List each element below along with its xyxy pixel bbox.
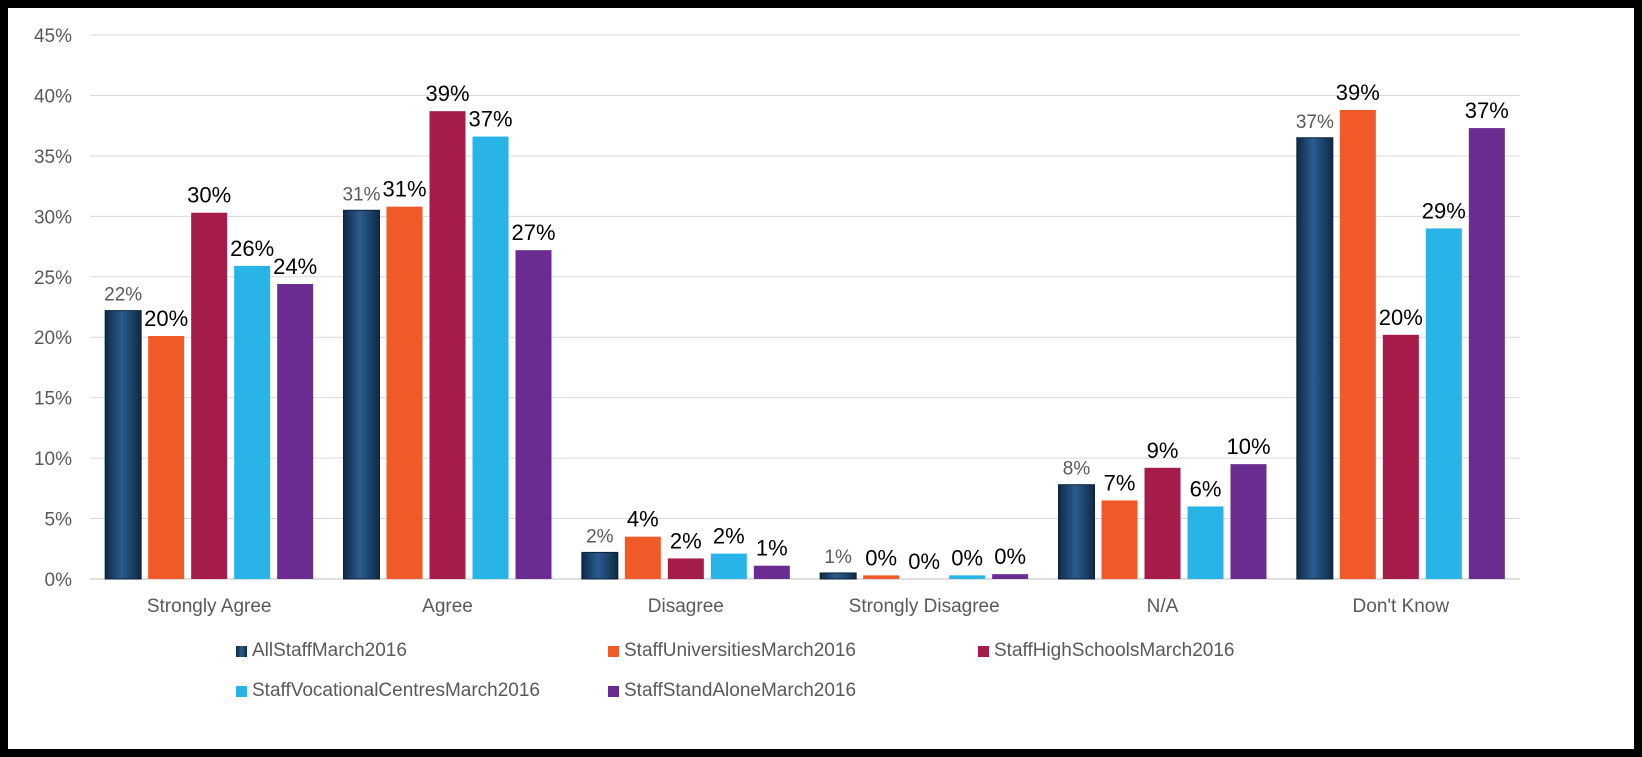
data-label: 9%	[1147, 438, 1179, 463]
bar-chart: 0%5%10%15%20%25%30%35%40%45% 22%20%30%26…	[34, 26, 1520, 617]
y-tick-label: 20%	[34, 328, 72, 349]
bar	[1187, 506, 1224, 579]
data-label: 2%	[670, 528, 702, 553]
legend-label: StaffUniversitiesMarch2016	[624, 640, 856, 661]
legend-swatch	[608, 685, 619, 697]
y-tick-label: 45%	[34, 26, 72, 47]
y-tick-label: 15%	[34, 389, 72, 410]
x-category-label: Don't Know	[1353, 596, 1450, 617]
data-label: 2%	[586, 526, 614, 547]
data-label: 6%	[1190, 476, 1222, 501]
y-tick-label: 30%	[34, 207, 72, 228]
y-tick-label: 0%	[45, 570, 73, 591]
data-label: 24%	[273, 254, 317, 279]
legend-label: StaffStandAloneMarch2016	[624, 680, 857, 701]
data-label: 26%	[230, 236, 274, 261]
data-label: 22%	[104, 285, 142, 306]
data-label: 0%	[908, 549, 940, 574]
legend-label: StaffHighSchoolsMarch2016	[994, 640, 1235, 661]
bar	[1101, 500, 1138, 579]
data-label: 0%	[865, 545, 897, 570]
bar	[515, 250, 552, 579]
bar	[1144, 467, 1181, 579]
data-label: 39%	[1336, 80, 1380, 105]
bar	[1058, 484, 1095, 580]
data-label: 2%	[713, 524, 745, 549]
data-label: 39%	[425, 81, 469, 106]
bar	[1382, 334, 1419, 579]
legend-swatch	[608, 645, 619, 657]
legend-label: AllStaffMarch2016	[252, 640, 407, 661]
bar	[667, 558, 704, 579]
bar	[1296, 137, 1334, 580]
data-label: 30%	[187, 183, 231, 208]
data-label: 37%	[468, 107, 512, 132]
legend-item: StaffUniversitiesMarch2016	[608, 640, 856, 662]
x-category-label: Strongly Disagree	[849, 596, 1000, 617]
data-label: 0%	[994, 544, 1026, 569]
data-label: 1%	[824, 547, 852, 568]
chart-frame: 0% 5% 10% 15% 20% 25% 30% 35% 40% 45% 22% 20% 30% 26…	[8, 8, 1634, 749]
bar	[992, 574, 1029, 579]
x-axis-category-labels: Strongly Agree Agree Disagree Strongly Disa…	[147, 596, 1450, 617]
data-label: 0%	[951, 545, 983, 570]
data-label: 10%	[1226, 434, 1270, 459]
bar	[1339, 109, 1376, 579]
x-category-label: Agree	[422, 596, 473, 617]
data-label: 29%	[1422, 198, 1466, 223]
x-category-label: Disagree	[648, 596, 724, 617]
bar	[277, 284, 314, 579]
data-label: 8%	[1063, 459, 1091, 480]
y-tick-label: 5%	[45, 510, 73, 531]
data-label: 37%	[1465, 98, 1509, 123]
data-label: 20%	[144, 306, 188, 331]
data-label: 31%	[342, 184, 380, 205]
bar	[429, 111, 466, 579]
y-tick-label: 35%	[34, 147, 72, 168]
data-label: 37%	[1296, 112, 1334, 133]
bar	[1230, 464, 1267, 579]
bar	[624, 536, 661, 579]
x-category-label: N/A	[1147, 596, 1179, 617]
legend-item: AllStaffMarch2016	[236, 640, 407, 662]
data-label: 20%	[1379, 305, 1423, 330]
legend-item: StaffVocationalCentresMarch2016	[236, 680, 540, 702]
legend-swatch	[236, 645, 247, 657]
bar	[1425, 228, 1462, 579]
bar	[104, 310, 142, 580]
bars	[104, 109, 1505, 580]
bar	[343, 209, 380, 580]
bar	[234, 265, 271, 579]
bar	[191, 212, 228, 579]
bar	[386, 206, 423, 579]
bar	[1468, 128, 1505, 579]
bar	[710, 553, 747, 579]
bar	[819, 572, 857, 580]
legend-item: StaffStandAloneMarch2016	[608, 680, 856, 702]
legend-swatch	[236, 685, 247, 697]
y-tick-label: 40%	[34, 86, 72, 107]
bar	[863, 575, 900, 579]
data-label: 1%	[756, 536, 788, 561]
legend-swatch	[978, 645, 989, 657]
data-label: 27%	[511, 220, 555, 245]
x-category-label: Strongly Agree	[147, 596, 272, 617]
y-tick-label: 10%	[34, 449, 72, 470]
y-axis-tick-labels: 0% 5% 10% 15% 20% 25% 30% 35% 40% 45%	[34, 26, 72, 591]
gridlines	[90, 34, 1520, 580]
y-tick-label: 25%	[34, 268, 72, 289]
bar	[148, 336, 185, 579]
legend-label: StaffVocationalCentresMarch2016	[252, 680, 540, 701]
legend: AllStaffMarch2016 StaffUniversitiesMarch2…	[8, 640, 1634, 740]
legend-item: StaffHighSchoolsMarch2016	[978, 640, 1234, 662]
bar	[753, 565, 790, 579]
bar	[472, 136, 509, 579]
data-label: 4%	[627, 507, 659, 532]
bar	[949, 575, 986, 579]
data-label: 7%	[1104, 470, 1136, 495]
bar	[581, 551, 619, 580]
data-labels: 22%20%30%26%24%31% 31%39%37%27%2%4%2% 2% 1%…	[104, 80, 1509, 574]
data-label: 31%	[382, 177, 426, 202]
